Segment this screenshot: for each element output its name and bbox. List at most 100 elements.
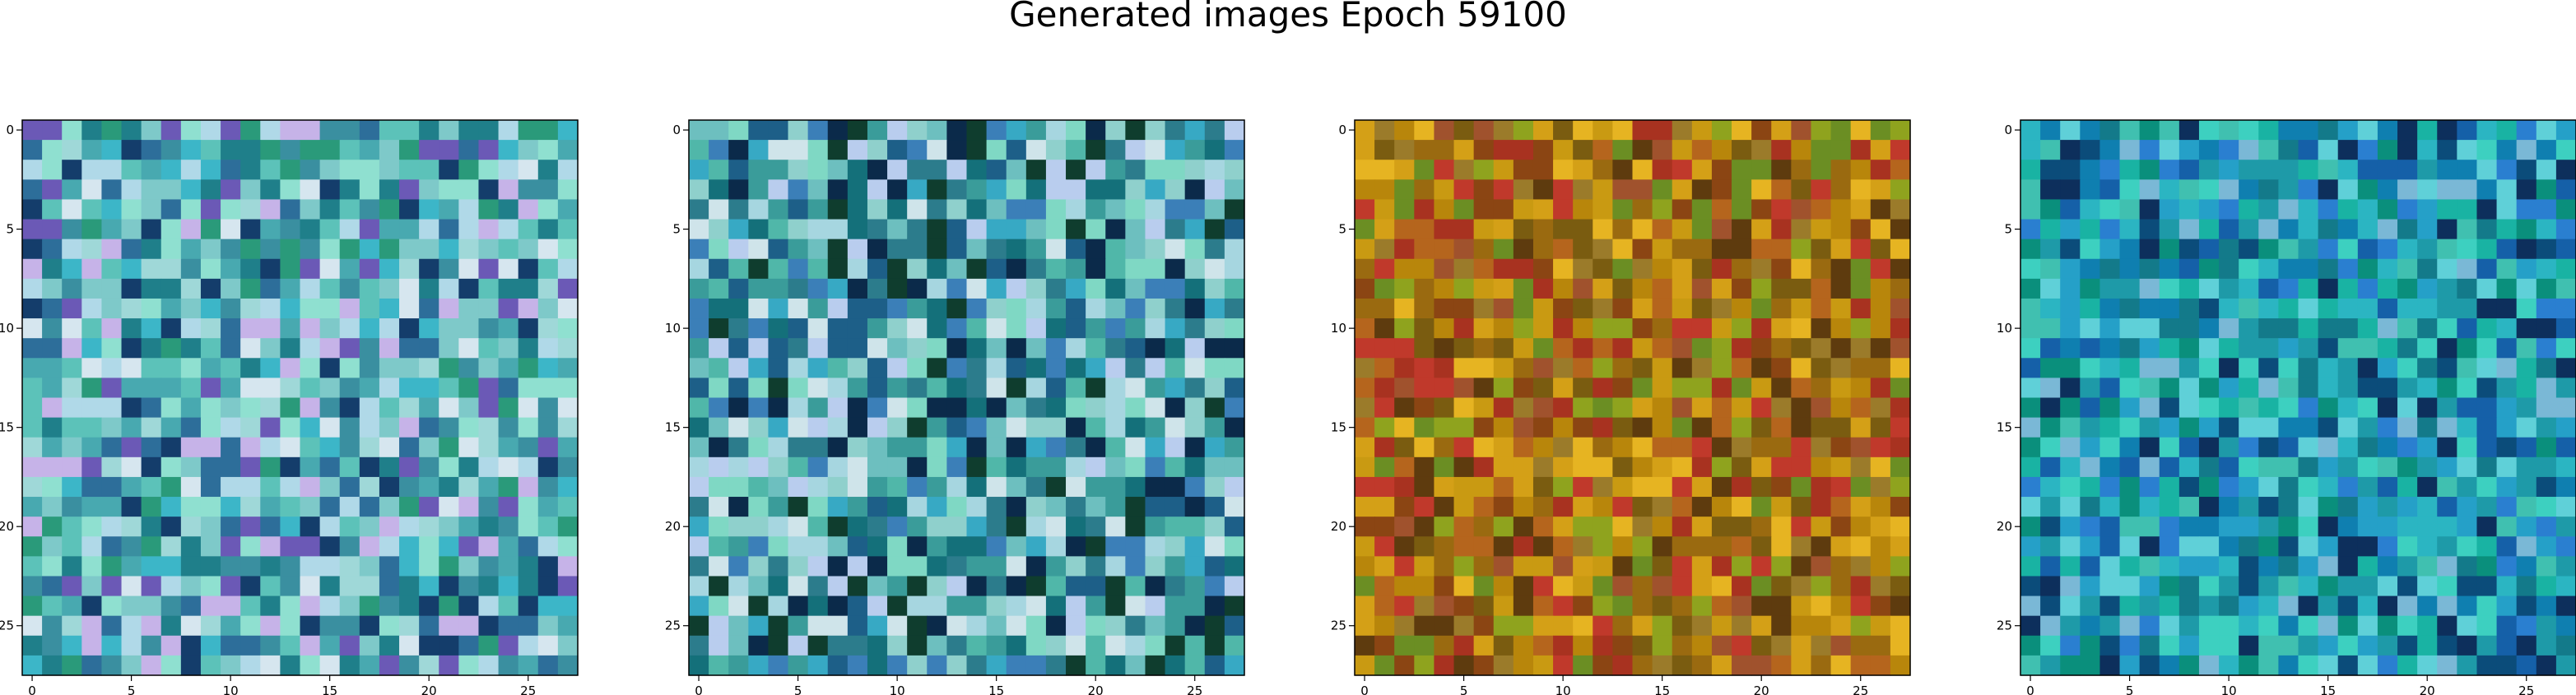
pixel-cell bbox=[2060, 278, 2081, 299]
pixel-cell bbox=[2397, 655, 2418, 676]
pixel-cell bbox=[2377, 258, 2398, 280]
pixel-cell bbox=[2377, 595, 2398, 617]
pixel-cell bbox=[2080, 576, 2101, 597]
pixel-cell bbox=[2040, 199, 2061, 220]
pixel-cell bbox=[498, 278, 519, 299]
pixel-cell bbox=[2198, 239, 2220, 260]
pixel-cell bbox=[537, 160, 559, 180]
pixel-cell bbox=[379, 219, 400, 240]
pixel-cell bbox=[2258, 655, 2279, 676]
pixel-cell bbox=[2318, 655, 2339, 676]
pixel-cell bbox=[2159, 456, 2180, 478]
pixel-cell bbox=[2318, 576, 2339, 597]
pixel-cell bbox=[101, 199, 123, 220]
pixel-cell bbox=[2496, 615, 2518, 637]
pixel-cell bbox=[557, 278, 579, 299]
pixel-cell bbox=[2337, 338, 2359, 359]
pixel-cell bbox=[280, 140, 301, 160]
pixel-cell bbox=[2555, 378, 2576, 399]
pixel-cell bbox=[2258, 120, 2279, 141]
pixel-cell bbox=[2417, 318, 2438, 339]
pixel-cell bbox=[62, 199, 82, 220]
pixel-cell bbox=[2258, 278, 2279, 299]
pixel-cell bbox=[2377, 378, 2398, 399]
pixel-cell bbox=[81, 239, 103, 260]
pixel-cell bbox=[42, 199, 63, 220]
pixel-cell bbox=[2318, 556, 2339, 577]
pixel-cell bbox=[2219, 615, 2239, 637]
pixel-cell bbox=[42, 258, 63, 280]
pixel-cell bbox=[2258, 358, 2279, 378]
pixel-cell bbox=[160, 298, 182, 319]
pixel-cell bbox=[2357, 576, 2378, 597]
pixel-cell bbox=[2555, 318, 2576, 339]
pixel-cell bbox=[180, 278, 202, 299]
pixel-cell bbox=[557, 258, 579, 280]
pixel-cell bbox=[557, 179, 579, 201]
pixel-cell bbox=[2337, 120, 2359, 141]
pixel-cell bbox=[2397, 576, 2418, 597]
pixel-cell bbox=[419, 239, 439, 260]
pixel-cell bbox=[101, 298, 123, 319]
pixel-cell bbox=[557, 160, 579, 180]
pixel-cell bbox=[2417, 476, 2438, 498]
pixel-cell bbox=[498, 239, 519, 260]
pixel-cell bbox=[458, 120, 480, 141]
pixel-cell bbox=[2318, 199, 2339, 220]
pixel-cell bbox=[2060, 417, 2081, 438]
pixel-cell bbox=[2476, 219, 2498, 240]
pixel-cell bbox=[2178, 397, 2200, 419]
pixel-cell bbox=[399, 120, 420, 141]
x-tick-label: 0 bbox=[2026, 683, 2034, 695]
pixel-cell bbox=[2417, 179, 2438, 201]
pixel-cell bbox=[2516, 536, 2537, 557]
pixel-cell bbox=[2496, 655, 2518, 676]
pixel-cell bbox=[2357, 517, 2378, 537]
pixel-cell bbox=[2020, 417, 2041, 438]
pixel-cell bbox=[2357, 160, 2378, 180]
pixel-cell bbox=[458, 239, 480, 260]
pixel-cell bbox=[2457, 278, 2478, 299]
pixel-cell bbox=[2178, 278, 2200, 299]
pixel-cell bbox=[2178, 497, 2200, 517]
pixel-cell bbox=[81, 199, 103, 220]
pixel-cell bbox=[2278, 536, 2299, 557]
pixel-cell bbox=[518, 219, 539, 240]
pixel-cell bbox=[2119, 179, 2141, 201]
pixel-cell bbox=[240, 179, 261, 201]
pixel-cell bbox=[2536, 239, 2557, 260]
pixel-cell bbox=[2080, 140, 2101, 160]
pixel-cell bbox=[2099, 476, 2121, 498]
pixel-cell bbox=[2536, 536, 2557, 557]
pixel-cell bbox=[537, 120, 559, 141]
pixel-cell bbox=[2258, 318, 2279, 339]
pixel-cell bbox=[359, 140, 380, 160]
pixel-cell bbox=[2555, 595, 2576, 617]
pixel-cell bbox=[2040, 258, 2061, 280]
pixel-cell bbox=[2139, 258, 2160, 280]
pixel-cell bbox=[2159, 358, 2180, 378]
pixel-cell bbox=[2198, 298, 2220, 319]
pixel-cell bbox=[2318, 635, 2339, 656]
pixel-cell bbox=[2536, 298, 2557, 319]
pixel-cell bbox=[2099, 378, 2121, 399]
pixel-cell bbox=[221, 140, 241, 160]
pixel-cell bbox=[518, 199, 539, 220]
pixel-cell bbox=[2198, 338, 2220, 359]
pixel-cell bbox=[2457, 318, 2478, 339]
pixel-cell bbox=[22, 298, 43, 319]
pixel-cell bbox=[2318, 239, 2339, 260]
pixel-cell bbox=[2139, 278, 2160, 299]
pixel-cell bbox=[2219, 219, 2239, 240]
pixel-cell bbox=[2178, 298, 2200, 319]
pixel-cell bbox=[2119, 517, 2141, 537]
pixel-cell bbox=[2239, 476, 2259, 498]
pixel-cell bbox=[2139, 219, 2160, 240]
pixel-cell bbox=[180, 120, 202, 141]
pixel-cell bbox=[2139, 378, 2160, 399]
pixel-cell bbox=[2417, 595, 2438, 617]
pixel-cell bbox=[439, 258, 459, 280]
pixel-cell bbox=[2555, 199, 2576, 220]
pixel-cell bbox=[2239, 120, 2259, 141]
